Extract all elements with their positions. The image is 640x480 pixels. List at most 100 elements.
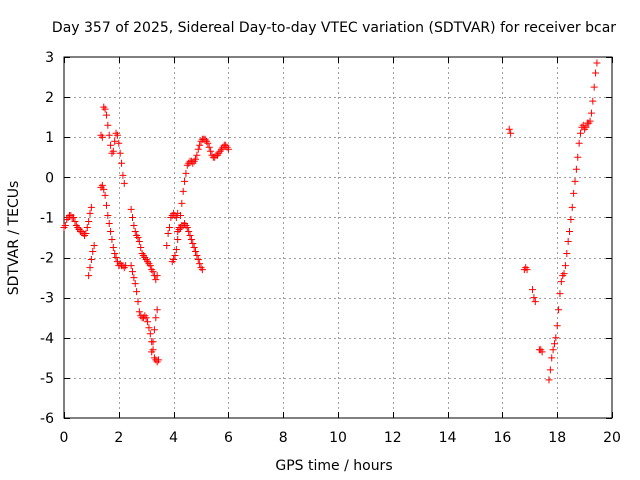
data-point	[546, 366, 554, 374]
data-point	[98, 181, 106, 189]
data-point	[134, 298, 142, 306]
data-point	[115, 139, 123, 147]
data-point	[130, 274, 138, 282]
data-point	[172, 213, 180, 221]
data-point	[146, 262, 154, 270]
data-point	[131, 280, 139, 288]
data-point	[550, 340, 558, 348]
data-point	[207, 147, 215, 155]
data-point	[112, 254, 120, 262]
data-point	[105, 131, 113, 139]
data-point	[163, 242, 171, 250]
data-point	[172, 246, 180, 254]
data-point	[164, 229, 172, 237]
data-point	[144, 318, 152, 326]
data-point	[571, 177, 579, 185]
y-tick-label: 2	[45, 90, 54, 106]
series-track-k	[505, 125, 515, 137]
data-point	[198, 266, 206, 274]
data-point	[178, 199, 186, 207]
y-tick-label: 3	[45, 50, 54, 66]
data-point	[153, 272, 161, 280]
data-point	[575, 139, 583, 147]
data-point	[555, 306, 563, 314]
data-point	[552, 334, 560, 342]
data-point	[529, 286, 537, 294]
data-point	[179, 187, 187, 195]
data-point	[194, 256, 202, 264]
data-point	[113, 131, 121, 139]
data-point	[102, 201, 110, 209]
data-point	[150, 326, 158, 334]
data-point	[545, 376, 553, 384]
y-axis-label: SDTVAR / TECUs	[6, 181, 22, 296]
data-point	[131, 227, 139, 235]
x-tick-label: 18	[548, 430, 566, 446]
data-point	[149, 268, 157, 276]
data-point	[109, 147, 117, 155]
data-point	[165, 223, 173, 231]
data-point	[109, 244, 117, 252]
data-point	[566, 227, 574, 235]
data-point	[127, 205, 135, 213]
data-point	[90, 242, 98, 250]
data-point	[149, 338, 157, 346]
data-point	[142, 314, 150, 322]
data-point	[70, 213, 78, 221]
data-point	[523, 266, 531, 274]
x-tick-label: 10	[329, 430, 347, 446]
data-point	[576, 129, 584, 137]
data-point	[194, 145, 202, 153]
x-tick-label: 0	[60, 430, 69, 446]
data-point	[135, 308, 143, 316]
data-point	[196, 260, 204, 268]
data-point	[137, 244, 145, 252]
data-point	[183, 223, 191, 231]
x-tick-label: 8	[279, 430, 288, 446]
series-track-c	[97, 103, 128, 187]
data-point	[102, 111, 110, 119]
data-point	[87, 256, 95, 264]
data-point	[568, 203, 576, 211]
data-point	[148, 348, 156, 356]
data-point	[196, 141, 204, 149]
data-point	[530, 294, 538, 302]
data-point	[187, 236, 195, 244]
data-point	[101, 105, 109, 113]
data-point	[549, 346, 557, 354]
data-point	[553, 322, 561, 330]
series-track-b	[85, 242, 98, 280]
data-point	[111, 137, 119, 145]
y-tick-label: 1	[45, 130, 54, 146]
data-point	[98, 133, 106, 141]
data-point	[582, 123, 590, 131]
data-point	[153, 306, 161, 314]
data-point	[182, 169, 190, 177]
data-point	[107, 227, 115, 235]
data-point	[181, 177, 189, 185]
data-point	[104, 211, 112, 219]
data-point	[586, 117, 594, 125]
data-point	[224, 145, 232, 153]
data-point	[89, 248, 97, 256]
data-point	[564, 238, 572, 246]
data-point	[171, 252, 179, 260]
y-tick-label: -6	[40, 411, 54, 427]
data-point	[71, 217, 79, 225]
data-point	[152, 276, 160, 284]
y-tick-label: -2	[40, 251, 54, 267]
series-track-i	[168, 135, 232, 266]
data-point	[155, 356, 163, 364]
data-point	[505, 125, 513, 133]
data-point	[133, 288, 141, 296]
data-point	[176, 211, 184, 219]
data-point	[574, 153, 582, 161]
data-point	[83, 223, 91, 231]
data-point	[557, 278, 565, 286]
data-point	[548, 354, 556, 362]
series-track-n	[535, 346, 546, 356]
x-axis-label: GPS time / hours	[275, 458, 392, 474]
series-track-e	[127, 205, 161, 284]
data-points	[60, 59, 601, 384]
